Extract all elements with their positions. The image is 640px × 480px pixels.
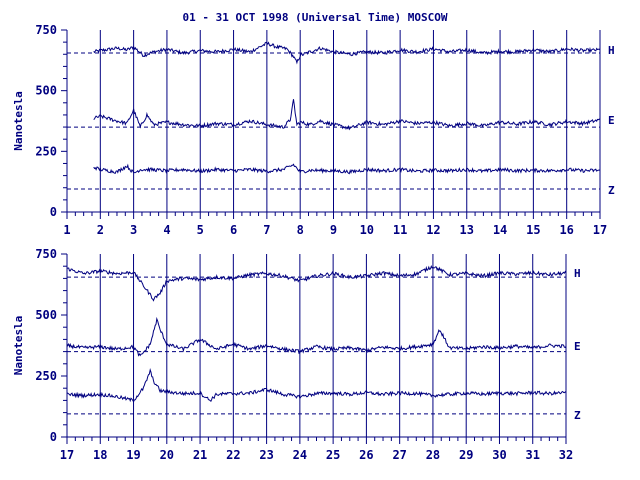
x-tick-label: 28: [426, 448, 440, 462]
x-tick-label: 2: [97, 223, 104, 237]
x-tick-label: 23: [259, 448, 273, 462]
x-tick-label: 17: [593, 223, 607, 237]
x-tick-label: 7: [263, 223, 270, 237]
series-label-E: E: [574, 340, 581, 353]
y-tick-label: 500: [35, 308, 57, 322]
x-tick-label: 5: [197, 223, 204, 237]
x-tick-label: 4: [163, 223, 170, 237]
y-tick-label: 0: [50, 430, 57, 444]
y-tick-label: 250: [35, 144, 57, 158]
x-tick-label: 25: [326, 448, 340, 462]
x-tick-label: 12: [426, 223, 440, 237]
x-tick-label: 18: [93, 448, 107, 462]
x-tick-label: 31: [526, 448, 540, 462]
x-tick-label: 15: [526, 223, 540, 237]
x-tick-label: 13: [460, 223, 474, 237]
y-tick-label: 750: [35, 23, 57, 37]
x-tick-label: 22: [226, 448, 240, 462]
x-tick-label: 9: [330, 223, 337, 237]
y-tick-label: 750: [35, 247, 57, 261]
x-tick-label: 19: [126, 448, 140, 462]
series-label-Z: Z: [608, 184, 615, 197]
x-tick-label: 1: [63, 223, 70, 237]
x-tick-label: 29: [459, 448, 473, 462]
x-tick-label: 26: [359, 448, 373, 462]
series-label-E: E: [608, 114, 615, 127]
x-tick-label: 27: [392, 448, 406, 462]
x-tick-label: 17: [60, 448, 74, 462]
panel-bottom: 0 250 500 750 17 18 19 20 21 22 23 24 25 26 27 28 29 30 31…: [12, 247, 581, 462]
y-tick-label: 500: [35, 84, 57, 98]
x-tick-label: 8: [297, 223, 304, 237]
x-tick-label: 3: [130, 223, 137, 237]
x-tick-label: 11: [393, 223, 407, 237]
y-axis-label: Nanotesla: [12, 91, 25, 151]
x-tick-label: 20: [160, 448, 174, 462]
trace-H: [93, 41, 601, 65]
y-tick-label: 250: [35, 369, 57, 383]
series-label-H: H: [574, 267, 581, 280]
series-label-H: H: [608, 44, 615, 57]
trace-H: [66, 265, 567, 302]
trace-Z: [93, 163, 601, 175]
x-tick-label: 16: [559, 223, 573, 237]
y-tick-label: 0: [50, 205, 57, 219]
x-tick-label: 24: [293, 448, 307, 462]
series-label-Z: Z: [574, 409, 581, 422]
x-tick-label: 14: [493, 223, 507, 237]
x-tick-label: 30: [492, 448, 506, 462]
x-tick-label: 32: [559, 448, 573, 462]
y-axis-label: Nanotesla: [12, 316, 25, 376]
x-tick-label: 6: [230, 223, 237, 237]
x-tick-label: 10: [360, 223, 374, 237]
chart-title: 01 - 31 OCT 1998 (Universal Time) MOSCOW: [183, 11, 448, 24]
trace-E: [93, 99, 601, 131]
trace-Z: [66, 368, 567, 403]
trace-E: [66, 316, 567, 357]
x-tick-label: 21: [193, 448, 207, 462]
